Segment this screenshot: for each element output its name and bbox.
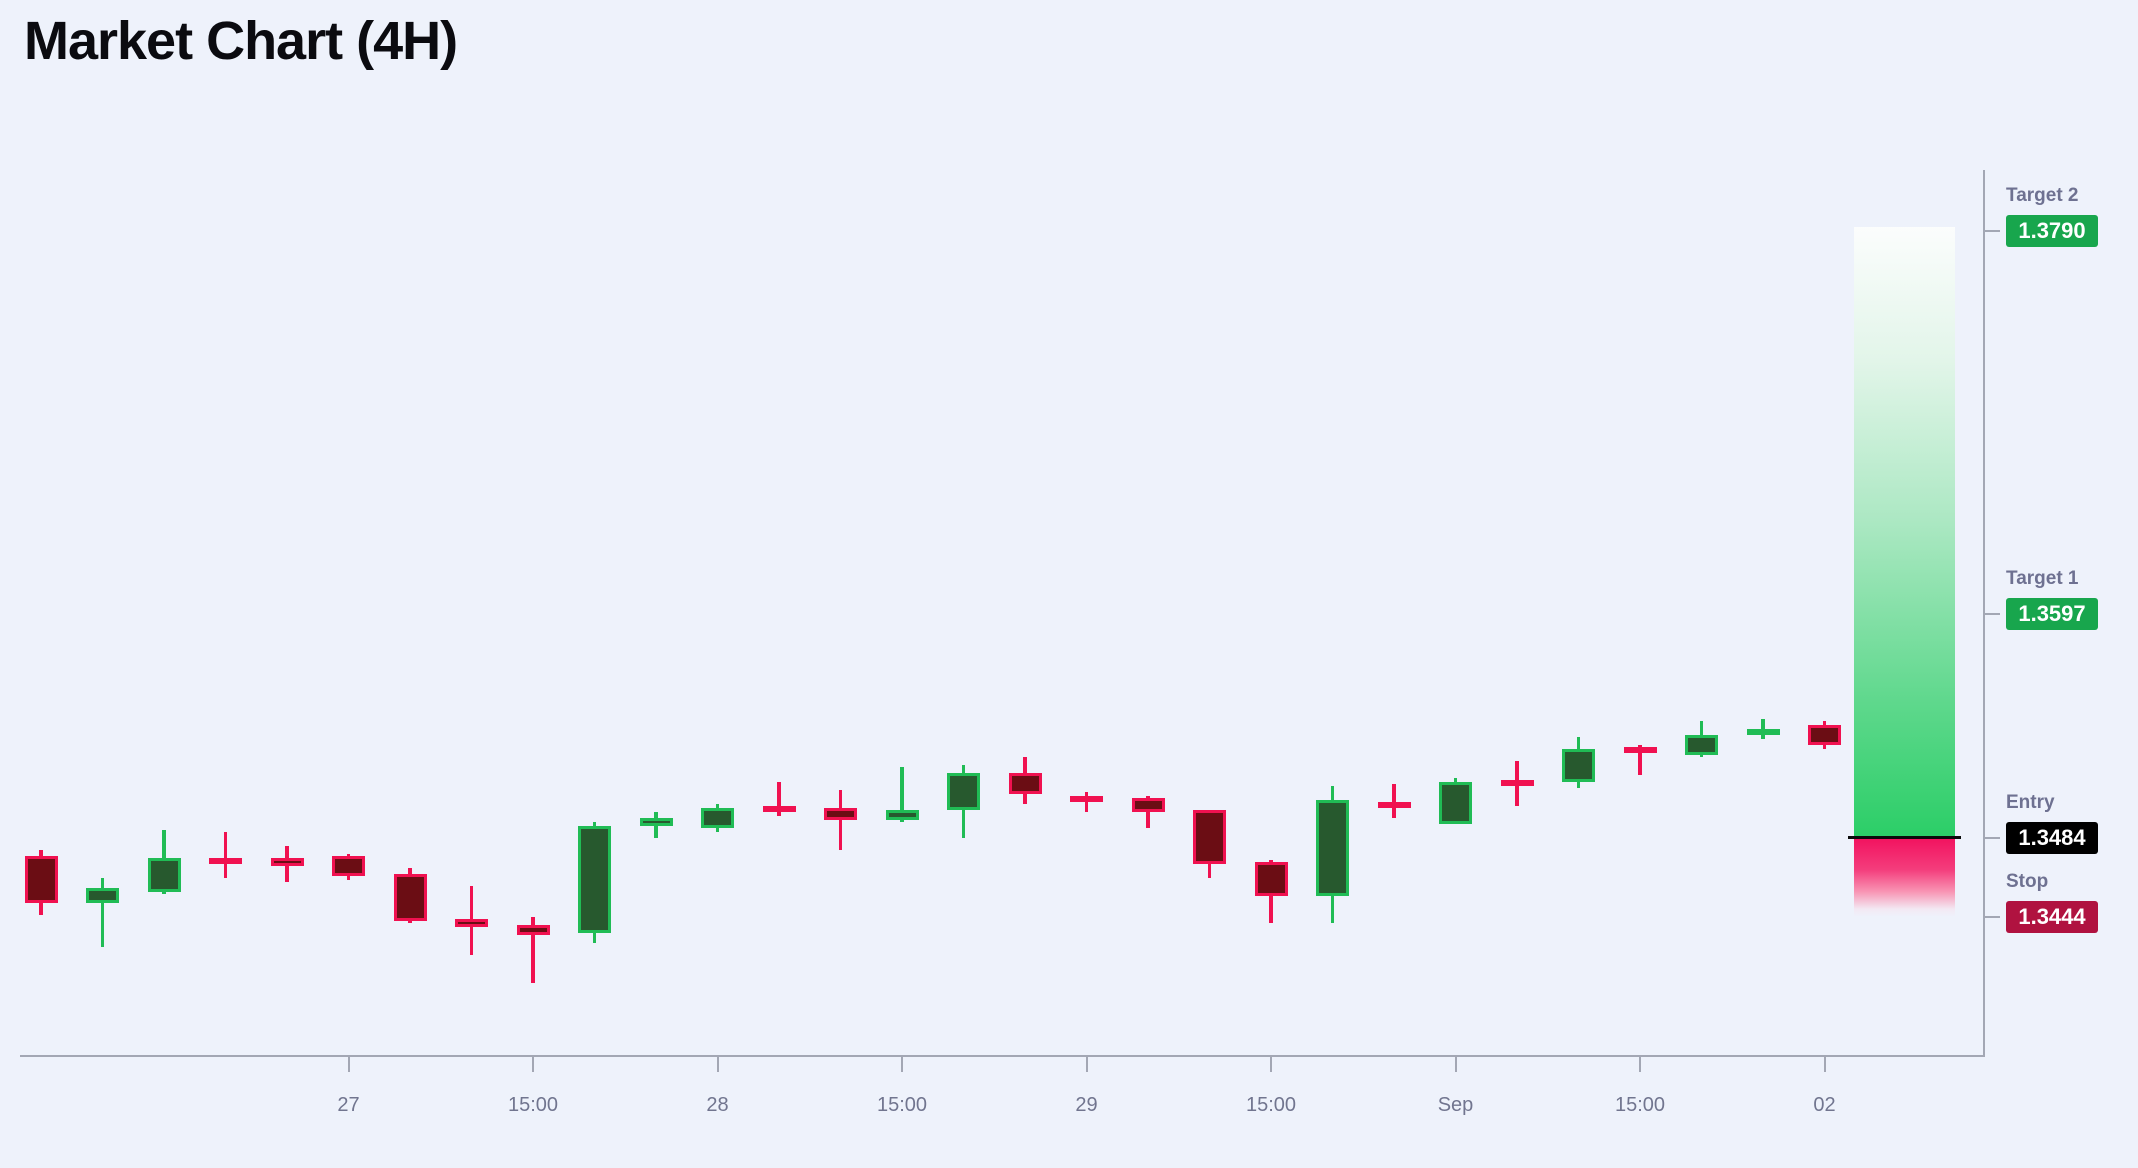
- bearish-candle-body: [1808, 725, 1841, 745]
- bearish-candle-body: [1254, 862, 1288, 896]
- bullish-candle-body: [639, 818, 673, 826]
- x-axis-label: 28: [706, 1094, 729, 1116]
- bullish-candle-body: [1439, 782, 1472, 824]
- candle-wick: [1638, 745, 1642, 775]
- candle-wick: [900, 767, 904, 822]
- x-axis-label: 27: [337, 1094, 360, 1116]
- x-axis-tick: [1270, 1056, 1272, 1072]
- price-axis-tick: [1985, 613, 2000, 615]
- candle-wick: [838, 790, 843, 850]
- candle-wick: [100, 878, 105, 947]
- bearish-candle-body: [1500, 780, 1534, 786]
- entry-label: Entry: [2006, 792, 2055, 813]
- x-axis-label: 15:00: [507, 1094, 559, 1116]
- bullish-candle-body: [86, 888, 119, 903]
- bearish-candle-body: [516, 925, 550, 935]
- x-axis-label: Sep: [1437, 1094, 1474, 1116]
- x-axis-label: 15:00: [1614, 1094, 1666, 1116]
- x-axis-tick: [347, 1056, 350, 1072]
- bearish-candle-body: [455, 919, 488, 927]
- bearish-candle-body: [824, 808, 857, 820]
- x-axis-label: 15:00: [876, 1094, 928, 1116]
- x-axis-line: [20, 1055, 1984, 1057]
- x-axis-tick: [1639, 1056, 1641, 1072]
- profit-zone: [1854, 227, 1955, 838]
- candle-wick: [1146, 796, 1150, 828]
- candle-wick: [777, 782, 781, 816]
- bearish-candle-body: [1623, 747, 1657, 753]
- bullish-candle-body: [1562, 749, 1595, 782]
- bearish-candle-body: [1377, 802, 1411, 808]
- x-axis-tick: [1823, 1056, 1826, 1072]
- price-axis-tick: [1985, 837, 2000, 839]
- price-axis-tick: [1985, 230, 2000, 232]
- bearish-candle-body: [1131, 798, 1165, 812]
- candle-wick: [1392, 784, 1396, 818]
- stop-price-badge: 1.3444: [2006, 901, 2098, 933]
- x-axis-label: 29: [1075, 1094, 1098, 1116]
- bearish-candle-body: [1070, 796, 1103, 802]
- bearish-candle-body: [270, 858, 304, 866]
- price-axis-line: [1983, 170, 1985, 1057]
- target2-price-badge: 1.3790: [2006, 215, 2098, 247]
- x-axis-tick: [1454, 1056, 1457, 1072]
- x-axis-tick: [716, 1056, 719, 1072]
- x-axis-tick: [901, 1056, 903, 1072]
- bullish-candle-body: [885, 810, 919, 820]
- bullish-candle-body: [701, 808, 734, 828]
- x-axis-label: 02: [1813, 1094, 1836, 1116]
- target1-label: Target 1: [2006, 568, 2079, 589]
- candle-wick: [223, 832, 228, 878]
- bullish-candle-body: [147, 858, 181, 892]
- bearish-candle-body: [332, 856, 365, 876]
- bearish-candle-body: [1193, 810, 1226, 864]
- bullish-candle-body: [578, 826, 611, 933]
- candle-wick: [531, 917, 535, 983]
- price-axis-tick: [1985, 916, 2000, 918]
- bullish-candle-body: [1685, 735, 1718, 755]
- bearish-candle-body: [1008, 773, 1042, 794]
- bullish-candle-body: [1316, 800, 1349, 896]
- x-axis-tick: [1085, 1056, 1088, 1072]
- entry-price-line: [1848, 836, 1961, 839]
- entry-price-badge: 1.3484: [2006, 822, 2098, 854]
- target1-price-badge: 1.3597: [2006, 598, 2098, 630]
- loss-zone: [1854, 838, 1955, 917]
- bearish-candle-body: [209, 858, 242, 864]
- x-axis-tick: [532, 1056, 534, 1072]
- chart-title: Market Chart (4H): [24, 11, 458, 71]
- bearish-candle-body: [762, 806, 796, 812]
- bullish-candle-body: [1746, 729, 1780, 735]
- stop-label: Stop: [2006, 871, 2049, 892]
- bearish-candle-body: [393, 874, 427, 921]
- bullish-candle-body: [947, 773, 980, 810]
- bearish-candle-body: [24, 856, 58, 903]
- x-axis-label: 15:00: [1245, 1094, 1297, 1116]
- target2-label: Target 2: [2006, 185, 2079, 206]
- candle-wick: [1084, 792, 1089, 812]
